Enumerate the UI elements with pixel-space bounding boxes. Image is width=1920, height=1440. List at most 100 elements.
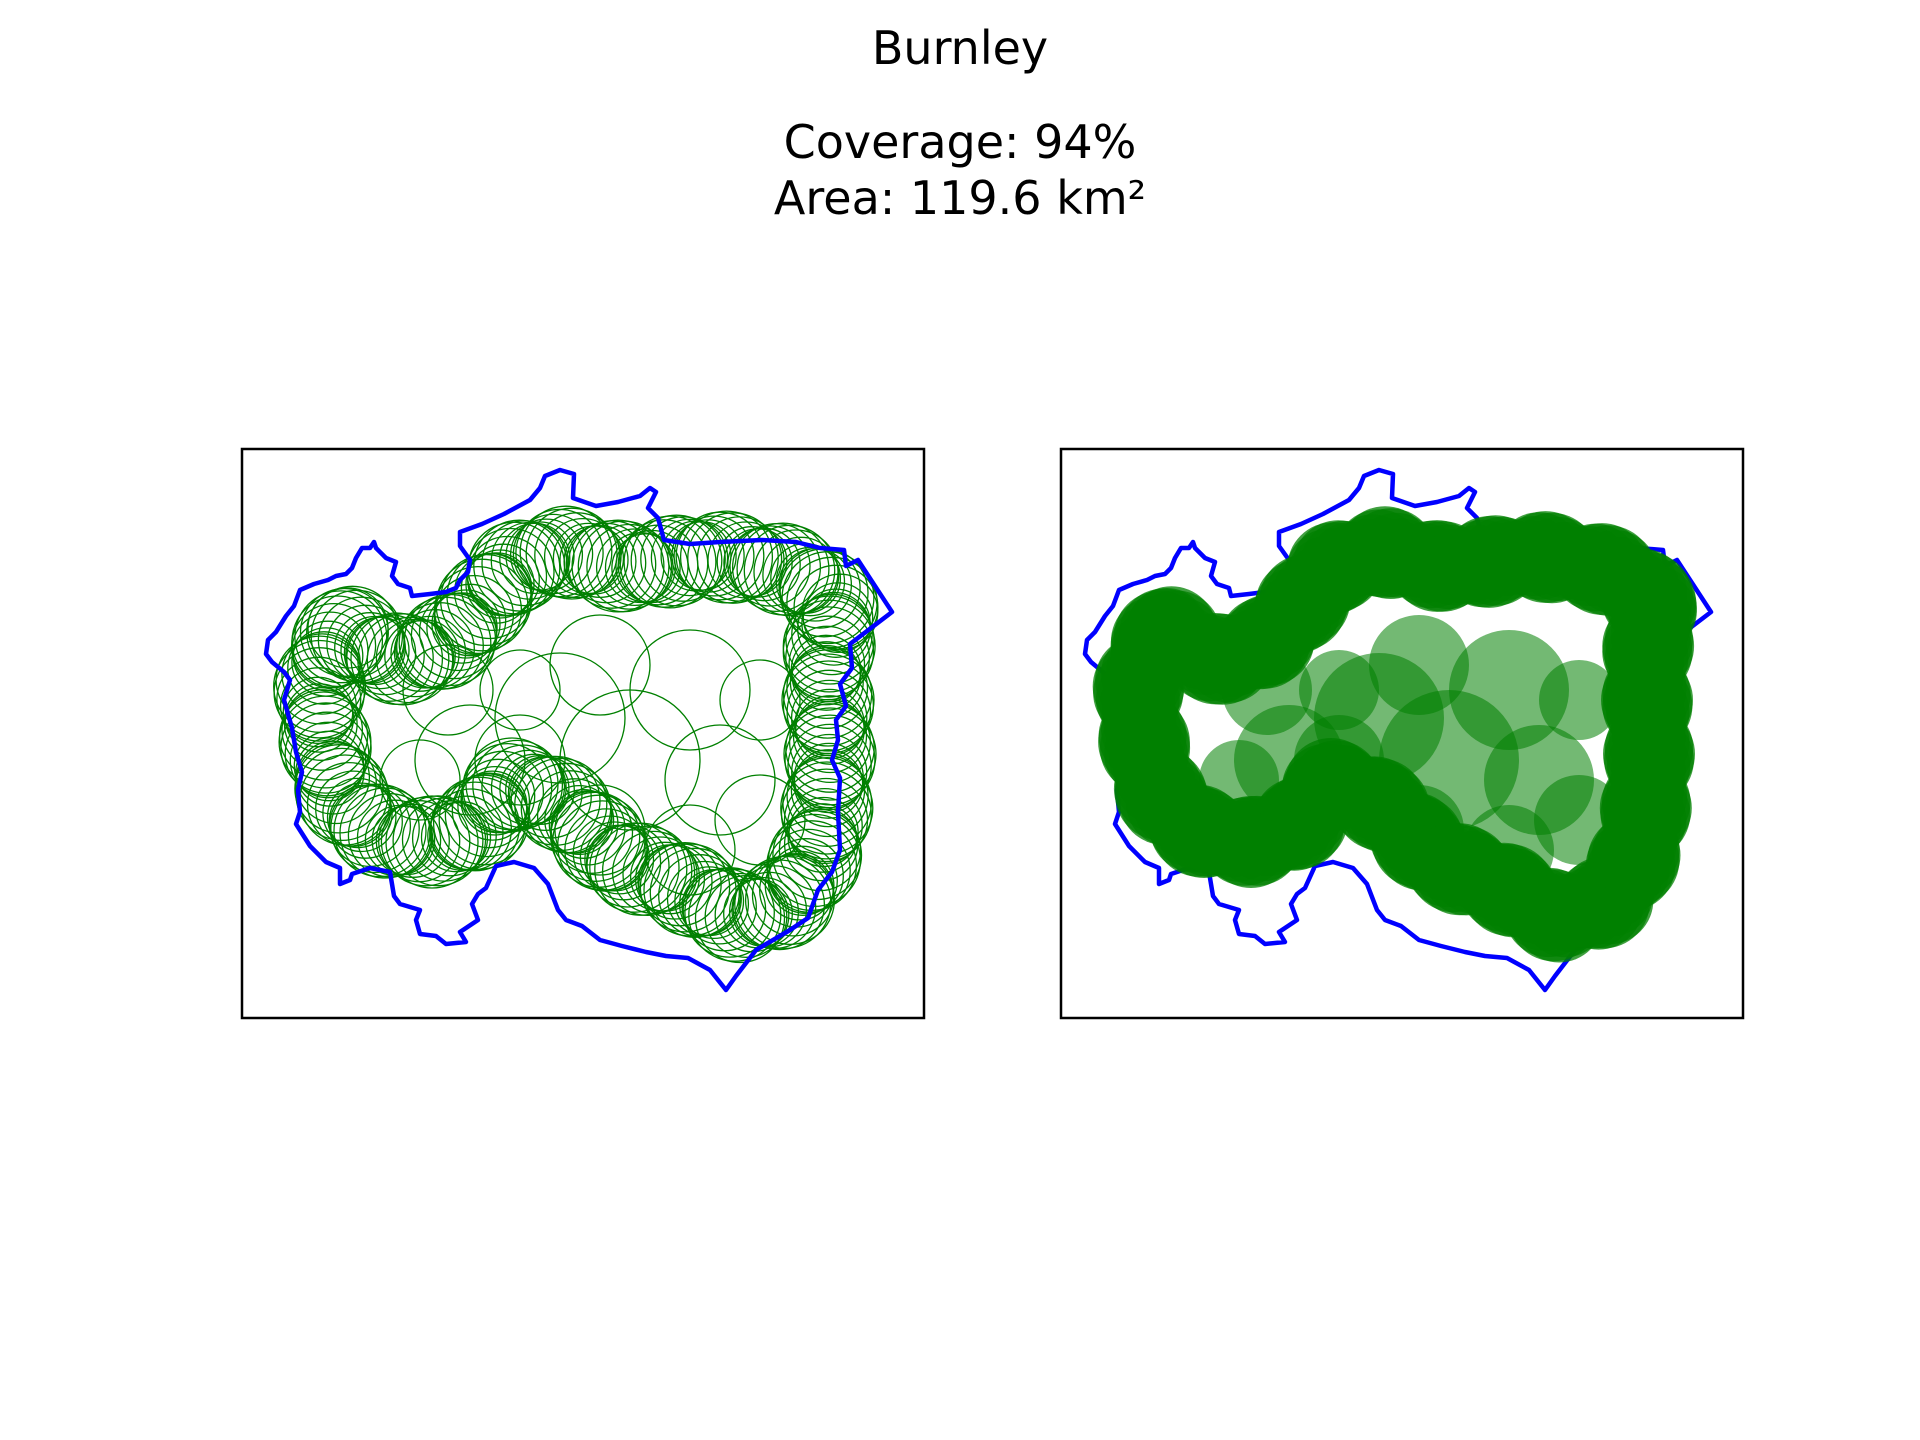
coverage-circle [784,714,876,806]
coverage-circle [786,787,863,865]
coverage-circles [273,505,879,964]
coverage-circle [396,602,484,690]
coverage-circle [414,704,526,816]
coverage-circle [295,737,365,807]
coverage-label: Coverage: 94% [784,115,1137,169]
coverage-circle [315,770,392,847]
coverage-circle [467,543,540,617]
coverage-circle [340,615,410,686]
figure-title: Burnley [872,21,1048,75]
coverage-circle [472,739,564,831]
coverage-circle [326,782,397,853]
coverage-circle [623,515,717,609]
coverage-circle [790,634,862,706]
coverage-circle [694,872,786,964]
coverage-circle [287,631,361,705]
coverage-circle [334,612,406,684]
coverage-circle [550,791,641,882]
coverage-circle [379,739,461,821]
coverage-circle [675,511,765,601]
coverage-circle [474,714,566,806]
coverage-circle [549,614,651,716]
coverage-circle [785,703,875,793]
coverage-circle [595,528,674,607]
coverage-circle [664,724,776,836]
coverage-circle [317,596,405,684]
coverage-circle [640,516,726,602]
coverage-circle [782,649,873,739]
coverage-circle [679,510,774,604]
coverage-circle [519,505,613,599]
coverage-circle [714,774,806,866]
coverage-circle [554,784,646,876]
coverage-circle [505,755,575,825]
coverage-circle [644,804,736,896]
coverage-circle [392,795,484,887]
coverage-circle [688,868,782,962]
coverage-circle [673,515,755,597]
coverage-circle [790,679,868,757]
coverage-circle [1449,630,1569,750]
coverage-circle [793,742,865,814]
coverage-circle [515,508,604,598]
coverage-circle [433,583,507,657]
coverage-circle [371,805,442,876]
coverage-circle [611,830,696,915]
coverage-circle [1464,805,1554,895]
coverage-circle [782,757,873,847]
coverage-circle [375,618,455,698]
coverage-circle [411,800,489,877]
coverage-circle [512,513,594,595]
coverage-circle [544,784,615,856]
coverage-circle [719,659,801,741]
coverage-circle [1534,775,1624,865]
coverage-circle [280,702,372,794]
borough-boundary [263,467,895,993]
coverage-circle [346,614,434,702]
area-label: Area: 119.6 km² [774,171,1146,225]
coverage-circle [762,536,840,614]
coverage-circle [330,783,420,874]
coverage-circle [788,625,866,703]
coverage-circle [781,653,875,747]
coverage-circle [681,869,757,945]
coverage-circle [310,589,404,683]
coverage-circle [525,507,618,600]
coverage-circle [660,520,732,592]
coverage-circle [384,620,456,692]
coverage-circle [281,689,364,771]
coverage-circle [1125,586,1218,678]
coverage-circle [457,770,528,841]
coverage-circle [785,615,871,701]
coverage-circle [753,529,839,615]
coverage-circle [639,842,731,933]
coverage-circle [637,844,713,920]
coverage-circle [783,707,877,801]
coverage-circle [306,585,399,679]
coverage-circle [473,519,566,612]
coverage-circle [494,652,626,784]
coverage-circle [283,687,358,761]
coverage-circle [601,825,693,917]
coverage-circle [650,518,729,597]
coverage-circle [548,789,619,859]
coverage-circle [789,644,864,720]
coverage-circle [432,776,527,870]
coverage-circle [1374,785,1464,875]
coverage-circle [1539,660,1619,740]
coverage-circle [402,644,494,736]
coverage-circle [276,656,362,742]
coverage-circle [462,742,553,834]
coverage-circle [787,723,872,809]
coverage-circle [1294,715,1384,805]
coverage-circle [552,522,625,595]
coverage-circle [731,522,822,613]
coverage-circle [736,522,830,616]
coverage-circle [788,796,859,868]
panel-filled-circles [1059,447,1745,1020]
coverage-circle [479,649,561,731]
coverage-circle [579,821,650,892]
coverage-circle [426,592,498,664]
coverage-circle [604,532,676,604]
